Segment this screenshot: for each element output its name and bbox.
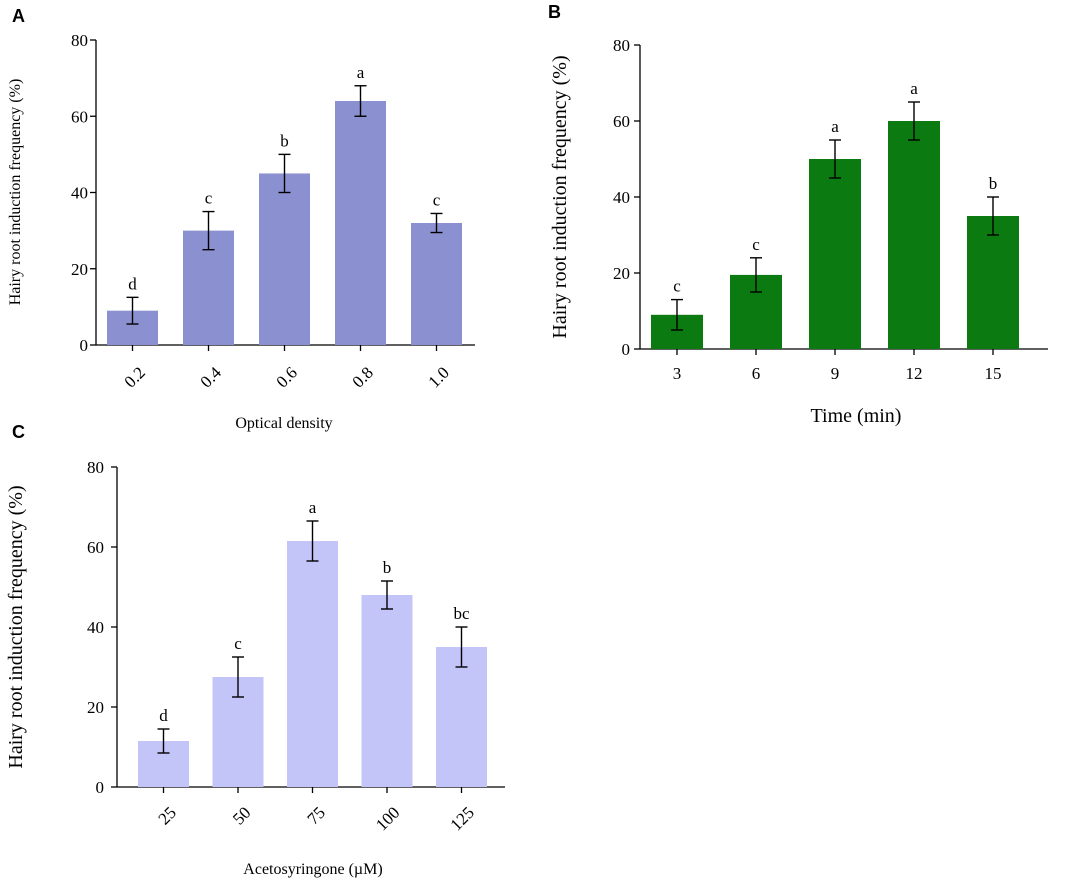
chart-panel-a: A 0 20 40 60 80 d 0.2 c 0.4 b 0.6 a 0.8 c 1.0 Optical de… [7,6,475,432]
bar [967,216,1019,349]
x-tick-label: 0.2 [120,363,148,391]
x-tick-label: 12 [906,364,923,383]
significance-label: d [159,706,168,725]
significance-label: c [234,634,242,653]
x-tick-label: 15 [985,364,1002,383]
significance-label: c [205,189,213,208]
significance-label: b [989,174,998,193]
panel-label: A [12,6,25,26]
y-tick-label: 0 [622,340,631,359]
y-tick-label: 0 [96,778,105,797]
bar [809,159,861,349]
y-tick-label: 80 [613,36,630,55]
significance-label: c [673,277,681,296]
panel-label: B [548,2,561,22]
significance-label: b [280,131,289,150]
x-tick-label: 0.4 [196,363,225,392]
y-tick-label: 20 [87,698,104,717]
x-tick-label: 50 [229,803,254,828]
x-tick-label: 0.8 [348,363,376,391]
y-tick-label: 0 [80,336,89,355]
y-tick-label: 40 [613,188,630,207]
bar [287,541,338,787]
y-axis-title: Hairy root induction frequency (%) [549,55,571,338]
x-tick-label: 75 [303,803,328,828]
y-tick-label: 80 [87,458,104,477]
significance-label: bc [453,604,470,623]
y-tick-label: 80 [71,31,88,50]
significance-label: d [128,274,137,293]
bar [436,647,487,787]
y-tick-label: 60 [613,112,630,131]
x-tick-label: 125 [446,803,477,834]
significance-label: a [910,79,918,98]
significance-label: c [433,190,441,209]
x-axis-title: Optical density [235,415,332,432]
panel-label: C [12,422,25,442]
x-tick-label: 3 [673,364,682,383]
significance-label: a [357,63,365,82]
bar [361,595,413,787]
bar [411,223,462,345]
y-tick-label: 40 [87,618,104,637]
y-tick-label: 40 [71,184,88,203]
x-axis-title: Time (min) [811,405,902,427]
y-tick-label: 60 [71,107,88,126]
x-tick-label: 9 [831,364,840,383]
x-axis-title: Acetosyringone (µM) [243,861,382,878]
significance-label: a [309,498,317,517]
y-tick-label: 20 [613,264,630,283]
x-tick-label: 25 [154,803,179,828]
y-axis-title: Hairy root induction frequency (%) [7,79,24,306]
x-tick-label: 1.0 [424,363,452,391]
y-tick-label: 60 [87,538,104,557]
bar [888,121,940,349]
bar [335,101,386,345]
significance-label: a [831,117,839,136]
significance-label: b [383,558,392,577]
chart-panel-c: C 0 20 40 60 80 d 25 c 50 a 75 b 100 bc 125 Acetosyringo… [5,422,505,878]
chart-panel-b: B 0 20 40 60 80 c 3 c 6 a 9 a 12 b 15 Time (min) Hairy ro… [548,2,1048,427]
x-tick-label: 100 [372,803,403,834]
y-axis-title: Hairy root induction frequency (%) [5,485,27,768]
y-tick-label: 20 [71,260,88,279]
x-tick-label: 0.6 [272,363,300,391]
significance-label: c [752,235,760,254]
x-tick-label: 6 [752,364,761,383]
bar [259,173,310,345]
